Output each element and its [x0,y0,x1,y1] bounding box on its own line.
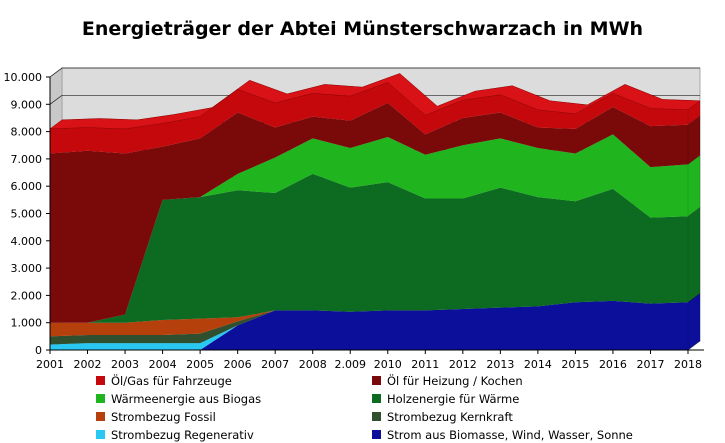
x-tick-label: 2003 [111,358,139,371]
y-tick-label: 2.000 [11,289,43,302]
y-tick-label: 0 [35,344,42,357]
legend-label: Holzenergie für Wärme [387,391,520,406]
legend-label: Öl für Heizung / Kochen [387,373,523,388]
legend-swatch [372,394,381,403]
area-side-5 [687,154,701,217]
area-series-2 [50,300,688,345]
legend-swatch [96,412,105,421]
legend-label: Strombezug Regenerativ [111,427,254,442]
x-tick-label: 2004 [149,358,177,371]
legend-item: Wärmeenergie aus Biogas [96,390,372,407]
x-tick-label: 2017 [636,358,664,371]
y-tick-label: 4.000 [11,235,43,248]
legend-item: Strom aus Biomasse, Wind, Wasser, Sonne [372,426,648,443]
x-tick-label: 2018 [674,358,702,371]
x-tick-label: 2015 [561,358,589,371]
legend-item: Holzenergie für Wärme [372,390,648,407]
x-tick-label: 2016 [599,358,627,371]
x-tick-label: 2002 [74,358,102,371]
area-side-0 [687,292,701,351]
legend-item: Öl für Heizung / Kochen [372,372,648,389]
y-tick-label: 7.000 [11,153,43,166]
x-tick-label: 2001 [36,358,64,371]
legend-label: Strombezug Fossil [111,409,216,424]
legend-item: Strombezug Kernkraft [372,408,648,425]
x-tick-label: 2007 [261,358,289,371]
y-tick-label: 3.000 [11,262,43,275]
y-tick-label: 1.000 [11,317,43,330]
area-side-7 [687,100,701,126]
x-tick-label: 2.009 [334,358,366,371]
legend-swatch [372,430,381,439]
legend-item: Strombezug Fossil [96,408,372,425]
x-tick-label: 2005 [186,358,214,371]
area-series-0 [50,300,688,350]
x-tick-label: 2012 [449,358,477,371]
x-tick-label: 2013 [486,358,514,371]
legend-swatch [372,412,381,421]
legend-swatch [96,430,105,439]
legend-swatch [96,394,105,403]
area-series-5 [50,134,688,323]
area-series-6 [50,102,688,323]
legend-label: Öl/Gas für Fahrzeuge [111,373,232,388]
chart-axes: 0 1.000 2.000 3.000 4.000 5.000 6.000 7.000 8.00… [4,71,704,371]
area-series-3 [50,300,688,337]
y-tick-label: 5.000 [11,208,43,221]
y-tick-label: 6.000 [11,180,43,193]
chart-title: Energieträger der Abtei Münsterschwarzac… [81,18,644,40]
legend-label: Strom aus Biomasse, Wind, Wasser, Sonne [387,427,633,442]
legend-swatch [96,376,105,385]
chart-legend: Öl/Gas für Fahrzeuge Öl für Heizung / Koc… [96,372,656,443]
area-side-4 [687,206,701,303]
x-tick-label: 2011 [411,358,439,371]
x-tick-label: 2006 [224,358,252,371]
y-tick-label: 9.000 [11,98,43,111]
legend-item: Strombezug Regenerativ [96,426,372,443]
y-tick-label: 10.000 [4,71,43,84]
legend-label: Wärmeenergie aus Biogas [111,391,262,406]
area-series-4 [50,173,688,323]
legend-label: Strombezug Kernkraft [387,409,513,424]
x-tick-label: 2014 [524,358,552,371]
x-tick-label: 2008 [299,358,327,371]
chart-areas [49,73,701,351]
x-tick-label: 2010 [374,358,402,371]
legend-item: Öl/Gas für Fahrzeuge [96,372,372,389]
gridline [49,67,700,78]
area-series-7 [50,82,688,154]
y-tick-label: 8.000 [11,126,43,139]
area-series-1 [50,300,688,350]
legend-swatch [372,376,381,385]
